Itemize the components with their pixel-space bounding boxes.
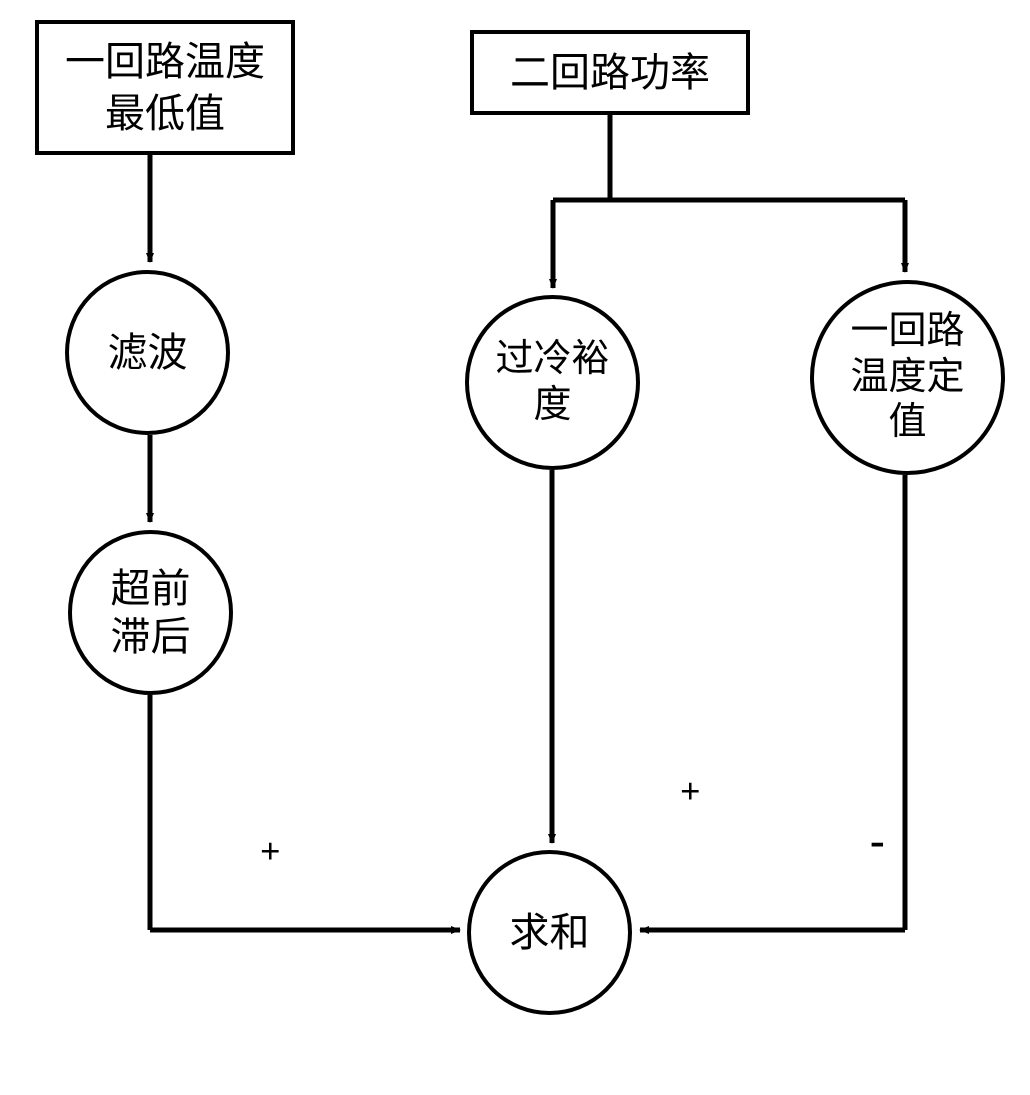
sign-plus-left: + — [260, 830, 281, 872]
sign-minus-right: - — [870, 815, 885, 866]
node-sum: 求和 — [467, 850, 632, 1015]
sign-text: + — [680, 771, 701, 811]
node-label: 过冷裕度 — [495, 337, 609, 428]
sign-text: - — [870, 816, 885, 865]
node-label: 二回路功率 — [510, 47, 710, 99]
node-label: 超前滞后 — [111, 565, 191, 661]
sign-plus-middle: + — [680, 770, 701, 812]
node-subcooling-margin: 过冷裕度 — [465, 295, 640, 470]
node-lead-lag: 超前滞后 — [68, 530, 233, 695]
node-primary-temp-setpoint: 一回路温度定值 — [810, 280, 1005, 475]
node-label: 求和 — [510, 909, 590, 957]
node-label: 滤波 — [108, 329, 188, 377]
node-filter: 滤波 — [65, 270, 230, 435]
input-primary-loop-temp-min: 一回路温度最低值 — [35, 20, 295, 155]
node-label: 一回路温度最低值 — [65, 36, 265, 140]
input-secondary-loop-power: 二回路功率 — [470, 30, 750, 115]
node-label: 一回路温度定值 — [850, 309, 964, 446]
sign-text: + — [260, 831, 281, 871]
